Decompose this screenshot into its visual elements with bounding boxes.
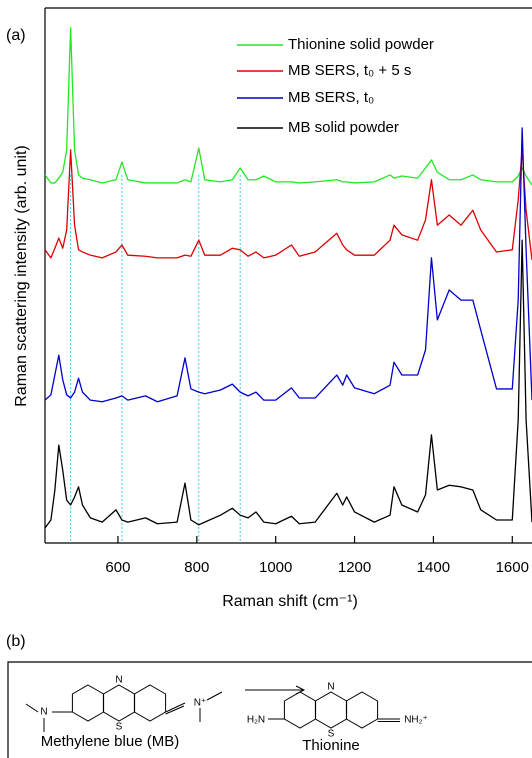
atom-label: S (116, 722, 123, 733)
panel-label: (a) (6, 27, 26, 44)
x-tick-label: 600 (105, 559, 130, 576)
spectrum-line (45, 239, 532, 529)
arrow-head (295, 685, 306, 695)
ring (345, 691, 379, 729)
legend-label: MB SERS, t₀ + 5 s (288, 62, 411, 79)
plot-area (45, 27, 532, 543)
atom-label: NH₂⁺ (404, 715, 428, 726)
atom-label: N (327, 682, 334, 693)
y-axis-label: Raman scattering intensity (arb. unit) (13, 145, 30, 406)
molecule-name: Methylene blue (MB) (41, 733, 179, 750)
atom-label: N (40, 707, 47, 718)
atom-label: N⁺ (194, 698, 207, 709)
ring (71, 684, 105, 722)
legend-label: Thionine solid powder (288, 36, 434, 53)
panel-label: (b) (6, 633, 26, 650)
bond (25, 703, 39, 713)
scheme-drawing (25, 684, 400, 732)
spectrum-line (45, 127, 532, 403)
atom-label: S (328, 729, 335, 740)
x-axis-label: Raman shift (cm⁻¹) (222, 593, 358, 610)
ring (102, 684, 136, 722)
x-tick-label: 1000 (259, 559, 292, 576)
legend: Thionine solid powder MB SERS, t₀ + 5 s MB… (237, 36, 434, 136)
x-tick-label: 1600 (496, 559, 529, 576)
spectrum-line (45, 149, 532, 261)
x-tick-label: 1200 (338, 559, 371, 576)
atom-label: N (115, 675, 122, 686)
ring (314, 691, 348, 729)
bond (165, 702, 186, 713)
bond (165, 705, 185, 715)
spectrum-line (45, 27, 532, 186)
bond (206, 691, 223, 701)
scheme-frame (7, 661, 532, 758)
x-tick-label: 800 (184, 559, 209, 576)
x-tick-label: 1400 (417, 559, 450, 576)
legend-label: MB solid powder (288, 119, 399, 136)
ring (133, 684, 167, 722)
ring (283, 691, 317, 729)
atom-label: H₂N (247, 715, 265, 726)
legend-label: MB SERS, t₀ (288, 89, 374, 106)
molecule-name: Thionine (302, 737, 360, 754)
